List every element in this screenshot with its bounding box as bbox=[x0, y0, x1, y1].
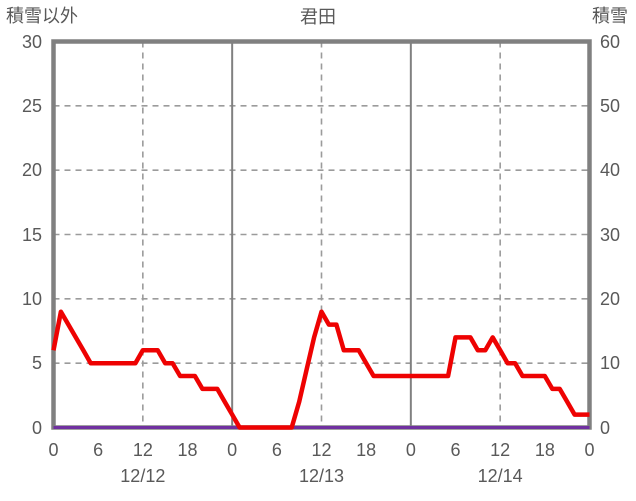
left-axis-tick-label: 5 bbox=[31, 353, 42, 374]
x-axis-date-label: 12/13 bbox=[298, 466, 345, 486]
left-axis-tick-label: 25 bbox=[21, 95, 42, 116]
right-axis-tick-label: 50 bbox=[600, 95, 621, 116]
right-axis-tick-label: 0 bbox=[600, 417, 611, 438]
right-axis-tick-label: 10 bbox=[600, 353, 621, 374]
right-axis-tick-label: 40 bbox=[600, 160, 621, 181]
x-axis-hour-label: 0 bbox=[405, 440, 416, 460]
left-axis-tick-label: 10 bbox=[21, 288, 42, 309]
x-axis-hour-label: 6 bbox=[271, 440, 282, 460]
series-line-non-snow bbox=[51, 309, 590, 430]
x-axis-hour-label: 12 bbox=[311, 440, 332, 460]
x-axis-hour-label: 18 bbox=[534, 440, 555, 460]
x-axis-hour-label: 18 bbox=[177, 440, 198, 460]
chart-title: 君田 bbox=[300, 7, 336, 27]
right-axis-tick-label: 30 bbox=[600, 224, 621, 245]
left-axis-title: 積雪以外 bbox=[6, 6, 78, 26]
x-axis-hour-label: 6 bbox=[93, 440, 104, 460]
right-axis-tick-label: 20 bbox=[600, 288, 621, 309]
x-axis-hour-label: 18 bbox=[356, 440, 377, 460]
x-axis-date-label: 12/12 bbox=[120, 466, 166, 486]
x-axis-hour-label: 0 bbox=[227, 440, 238, 460]
x-axis-hour-label: 0 bbox=[48, 440, 59, 460]
left-axis-tick-label: 30 bbox=[21, 31, 42, 52]
x-axis-hour-label: 0 bbox=[584, 440, 595, 460]
right-axis-tick-label: 60 bbox=[600, 31, 621, 52]
left-axis-tick-label: 0 bbox=[31, 417, 42, 438]
right-axis-title: 積雪 bbox=[592, 6, 628, 26]
x-axis-date-label: 12/14 bbox=[477, 466, 523, 486]
left-axis-tick-label: 20 bbox=[21, 160, 42, 181]
left-axis-tick-label: 15 bbox=[21, 224, 42, 245]
x-axis-hour-label: 6 bbox=[450, 440, 461, 460]
x-axis-hour-label: 12 bbox=[490, 440, 511, 460]
x-axis-hour-label: 12 bbox=[132, 440, 153, 460]
